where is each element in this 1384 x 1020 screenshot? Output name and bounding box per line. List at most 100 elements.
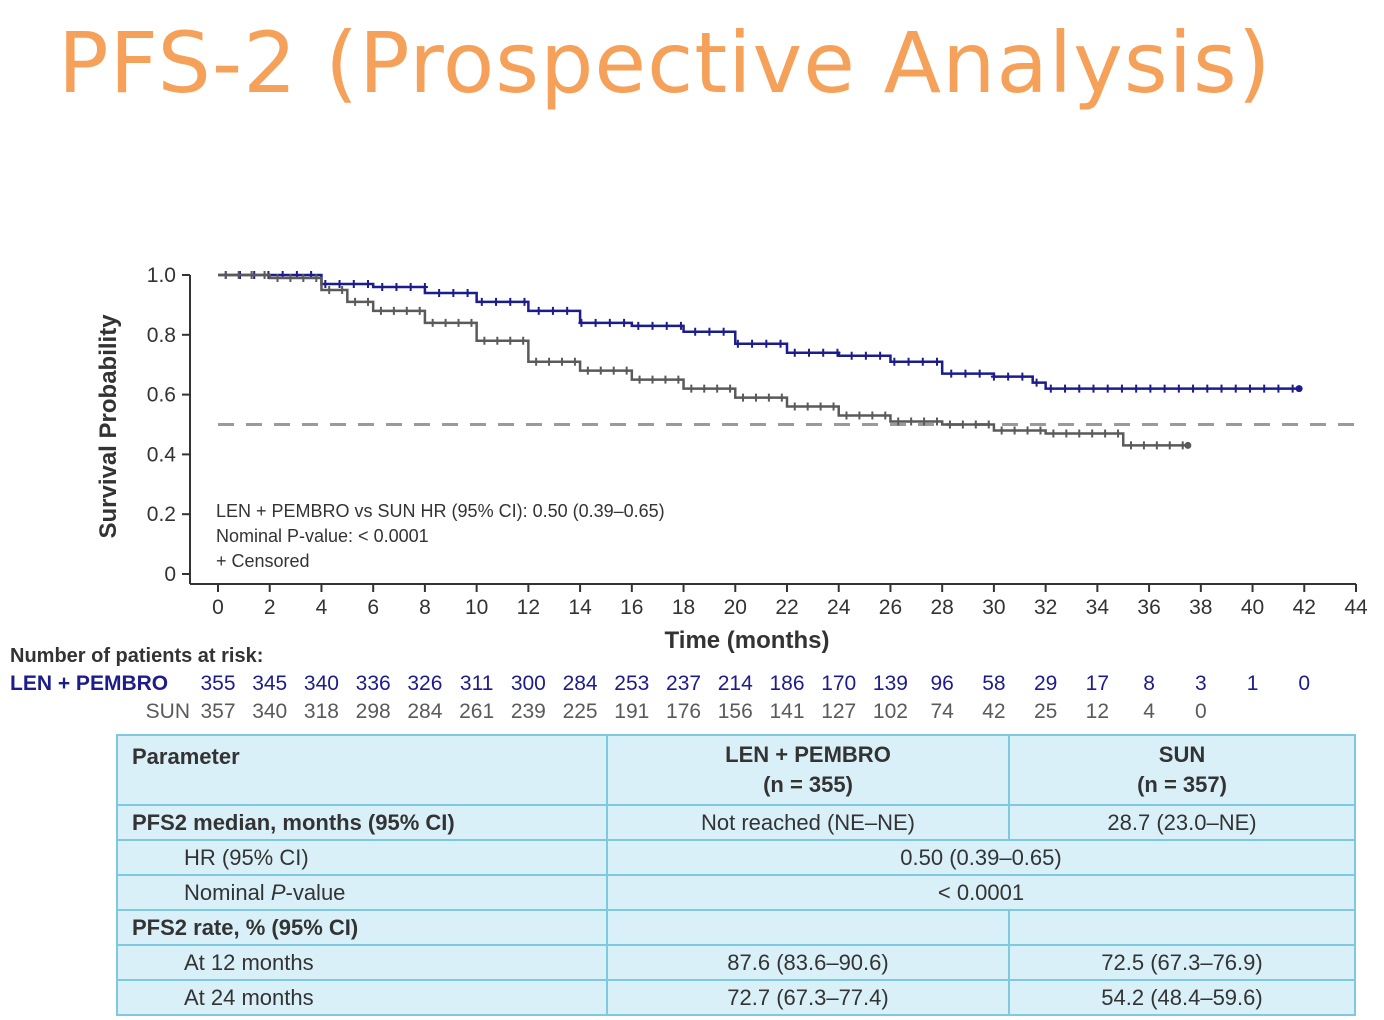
censor-mark bbox=[533, 357, 540, 366]
censor-mark bbox=[597, 366, 604, 375]
censor-mark bbox=[791, 348, 798, 357]
censor-mark bbox=[1175, 384, 1182, 393]
censor-mark bbox=[393, 282, 400, 291]
x-tick-label: 38 bbox=[1189, 596, 1212, 619]
censor-mark bbox=[1261, 384, 1268, 393]
censor-mark bbox=[895, 417, 902, 426]
x-axis-title: Time (months) bbox=[665, 627, 830, 654]
censor-mark bbox=[1232, 384, 1239, 393]
series-end-point bbox=[1295, 385, 1303, 393]
censor-mark bbox=[1102, 429, 1109, 438]
censor-mark bbox=[1033, 378, 1040, 387]
km-chart: 0 2 4 6 8 10 12 14 16 18 20 22 24 26 28 30 32 34 36 38 40 42 4… bbox=[10, 264, 1368, 723]
risk-value: 336 bbox=[356, 672, 391, 695]
pvalue-label-italic: P bbox=[270, 879, 286, 905]
risk-value: 284 bbox=[407, 700, 442, 723]
censor-mark bbox=[1062, 384, 1069, 393]
annotation-2: Nominal P-value: < 0.0001 bbox=[216, 526, 429, 546]
censor-mark bbox=[998, 426, 1005, 435]
censor-mark bbox=[948, 369, 955, 378]
censor-mark bbox=[1115, 429, 1122, 438]
row-label-pfs2-rate: PFS2 rate, % (95% CI) bbox=[116, 909, 608, 946]
censor-mark bbox=[592, 318, 599, 327]
censor-mark bbox=[365, 297, 372, 306]
risk-value: 191 bbox=[614, 700, 649, 723]
censor-mark bbox=[300, 273, 307, 282]
censor-mark bbox=[1147, 384, 1154, 393]
censor-mark bbox=[848, 351, 855, 360]
censor-mark bbox=[494, 336, 501, 345]
header-len-pembro-name: LEN + PEMBRO bbox=[725, 742, 891, 767]
censor-mark bbox=[377, 306, 384, 315]
censor-mark bbox=[478, 297, 485, 306]
censor-mark bbox=[765, 393, 772, 402]
censor-mark bbox=[701, 384, 708, 393]
risk-value: 318 bbox=[304, 700, 339, 723]
censor-mark bbox=[507, 297, 514, 306]
censor-mark bbox=[1037, 426, 1044, 435]
table-row: At 24 months 72.7 (67.3–77.4) 54.2 (48.4… bbox=[116, 979, 1356, 1016]
censor-mark bbox=[1166, 441, 1173, 450]
x-tick-label: 2 bbox=[264, 596, 276, 619]
header-sun: SUN (n = 357) bbox=[1008, 734, 1356, 806]
censor-mark bbox=[734, 339, 741, 348]
risk-value: 102 bbox=[873, 700, 908, 723]
annotation-3: + Censored bbox=[216, 551, 310, 571]
pvalue-label-post: -value bbox=[285, 879, 346, 905]
censor-mark bbox=[450, 288, 457, 297]
censor-mark bbox=[352, 297, 359, 306]
censor-mark bbox=[805, 348, 812, 357]
censor-mark bbox=[546, 357, 553, 366]
x-tick-label: 40 bbox=[1241, 596, 1264, 619]
censor-mark bbox=[862, 351, 869, 360]
y-tick-label: 0.8 bbox=[147, 324, 176, 347]
censor-mark bbox=[274, 273, 281, 282]
risk-value: 340 bbox=[304, 672, 339, 695]
y-tick-label: 0 bbox=[164, 563, 176, 586]
x-tick-label: 20 bbox=[724, 596, 747, 619]
censor-mark bbox=[379, 282, 386, 291]
row-label-pvalue: Nominal P-value bbox=[116, 874, 608, 911]
x-tick-label: 42 bbox=[1293, 596, 1316, 619]
censor-mark bbox=[429, 318, 436, 327]
censor-mark bbox=[908, 417, 915, 426]
cell-pvalue: < 0.0001 bbox=[606, 874, 1356, 911]
cell-12m-len: 87.6 (83.6–90.6) bbox=[606, 944, 1010, 981]
censor-mark bbox=[365, 279, 372, 288]
censor-mark bbox=[442, 318, 449, 327]
censor-mark bbox=[692, 327, 699, 336]
censor-mark bbox=[1218, 384, 1225, 393]
risk-value: 141 bbox=[769, 700, 804, 723]
censor-mark bbox=[1289, 384, 1296, 393]
risk-value: 4 bbox=[1143, 700, 1155, 723]
censor-mark bbox=[493, 297, 500, 306]
censor-mark bbox=[834, 348, 841, 357]
table-row: PFS2 rate, % (95% CI) bbox=[116, 909, 1356, 946]
risk-value: 156 bbox=[718, 700, 753, 723]
x-tick-label: 10 bbox=[465, 596, 488, 619]
censor-mark bbox=[962, 369, 969, 378]
risk-value: 8 bbox=[1143, 672, 1155, 695]
table-row: At 12 months 87.6 (83.6–90.6) 72.5 (67.3… bbox=[116, 944, 1356, 981]
header-parameter: Parameter bbox=[116, 734, 608, 806]
censor-mark bbox=[946, 420, 953, 429]
risk-value: 253 bbox=[614, 672, 649, 695]
censor-mark bbox=[830, 402, 837, 411]
x-tick-label: 44 bbox=[1344, 596, 1368, 619]
censor-mark bbox=[416, 306, 423, 315]
censor-mark bbox=[521, 297, 528, 306]
censor-mark bbox=[1118, 384, 1125, 393]
parameter-table: Parameter LEN + PEMBRO (n = 355) SUN (n … bbox=[116, 734, 1356, 1016]
censor-mark bbox=[481, 336, 488, 345]
censor-mark bbox=[558, 357, 565, 366]
censor-mark bbox=[985, 420, 992, 429]
censor-mark bbox=[714, 384, 721, 393]
censor-mark bbox=[662, 375, 669, 384]
x-tick-label: 18 bbox=[672, 596, 695, 619]
censor-mark bbox=[606, 318, 613, 327]
censor-mark bbox=[675, 375, 682, 384]
risk-row-label-len-pembro: LEN + PEMBRO bbox=[10, 672, 168, 695]
y-tick-label: 1.0 bbox=[147, 264, 176, 287]
censor-mark bbox=[817, 402, 824, 411]
risk-value: 127 bbox=[821, 700, 856, 723]
